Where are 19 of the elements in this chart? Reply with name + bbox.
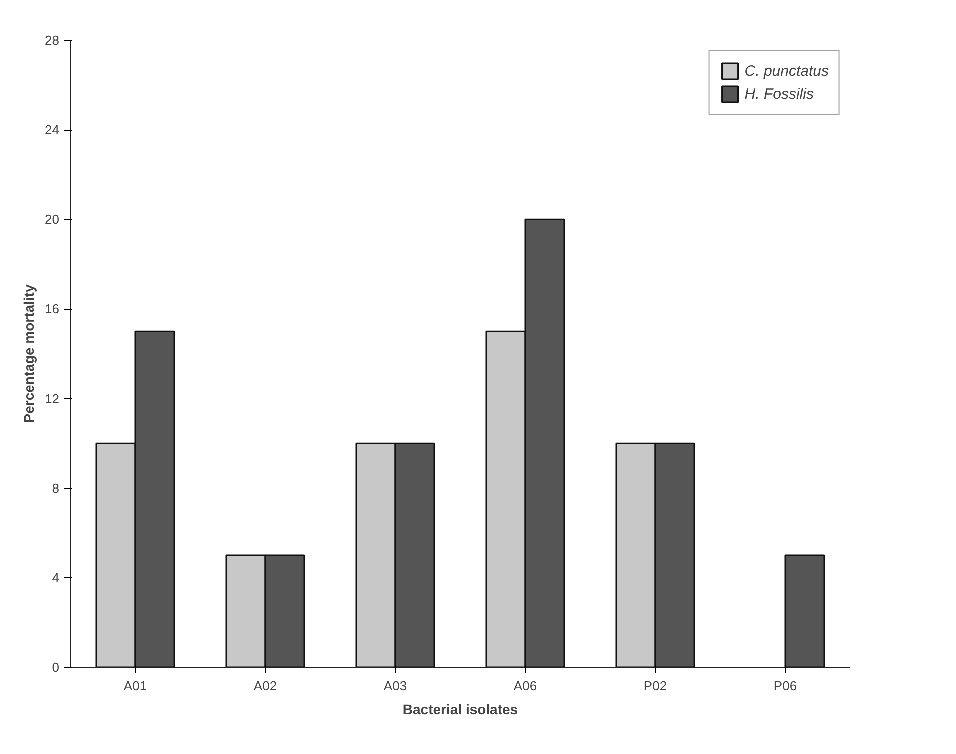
x-tick-label: A01	[124, 678, 148, 694]
y-tick-label: 12	[45, 391, 60, 406]
y-tick-label: 8	[52, 480, 60, 496]
legend-label: C. punctatus	[744, 62, 829, 80]
x-tick-label: A02	[254, 678, 278, 694]
x-axis-title: Bacterial isolates	[402, 702, 518, 718]
x-tick-label: A03	[384, 678, 408, 694]
y-axis-title: Percentage mortality	[21, 284, 38, 424]
bar	[784, 554, 826, 668]
y-tick-label: 4	[52, 570, 60, 586]
x-tick-label: P06	[774, 678, 798, 694]
y-tick-label: 0	[52, 660, 60, 675]
x-tick-label: A06	[514, 678, 538, 694]
y-tick-label: 16	[45, 302, 60, 317]
x-tick-label: P02	[644, 678, 668, 694]
y-tick-label: 20	[45, 212, 60, 228]
y-tick-label: 28	[45, 33, 60, 48]
legend-label: H. Fossilis	[744, 86, 814, 102]
y-tick-label: 24	[45, 122, 60, 138]
